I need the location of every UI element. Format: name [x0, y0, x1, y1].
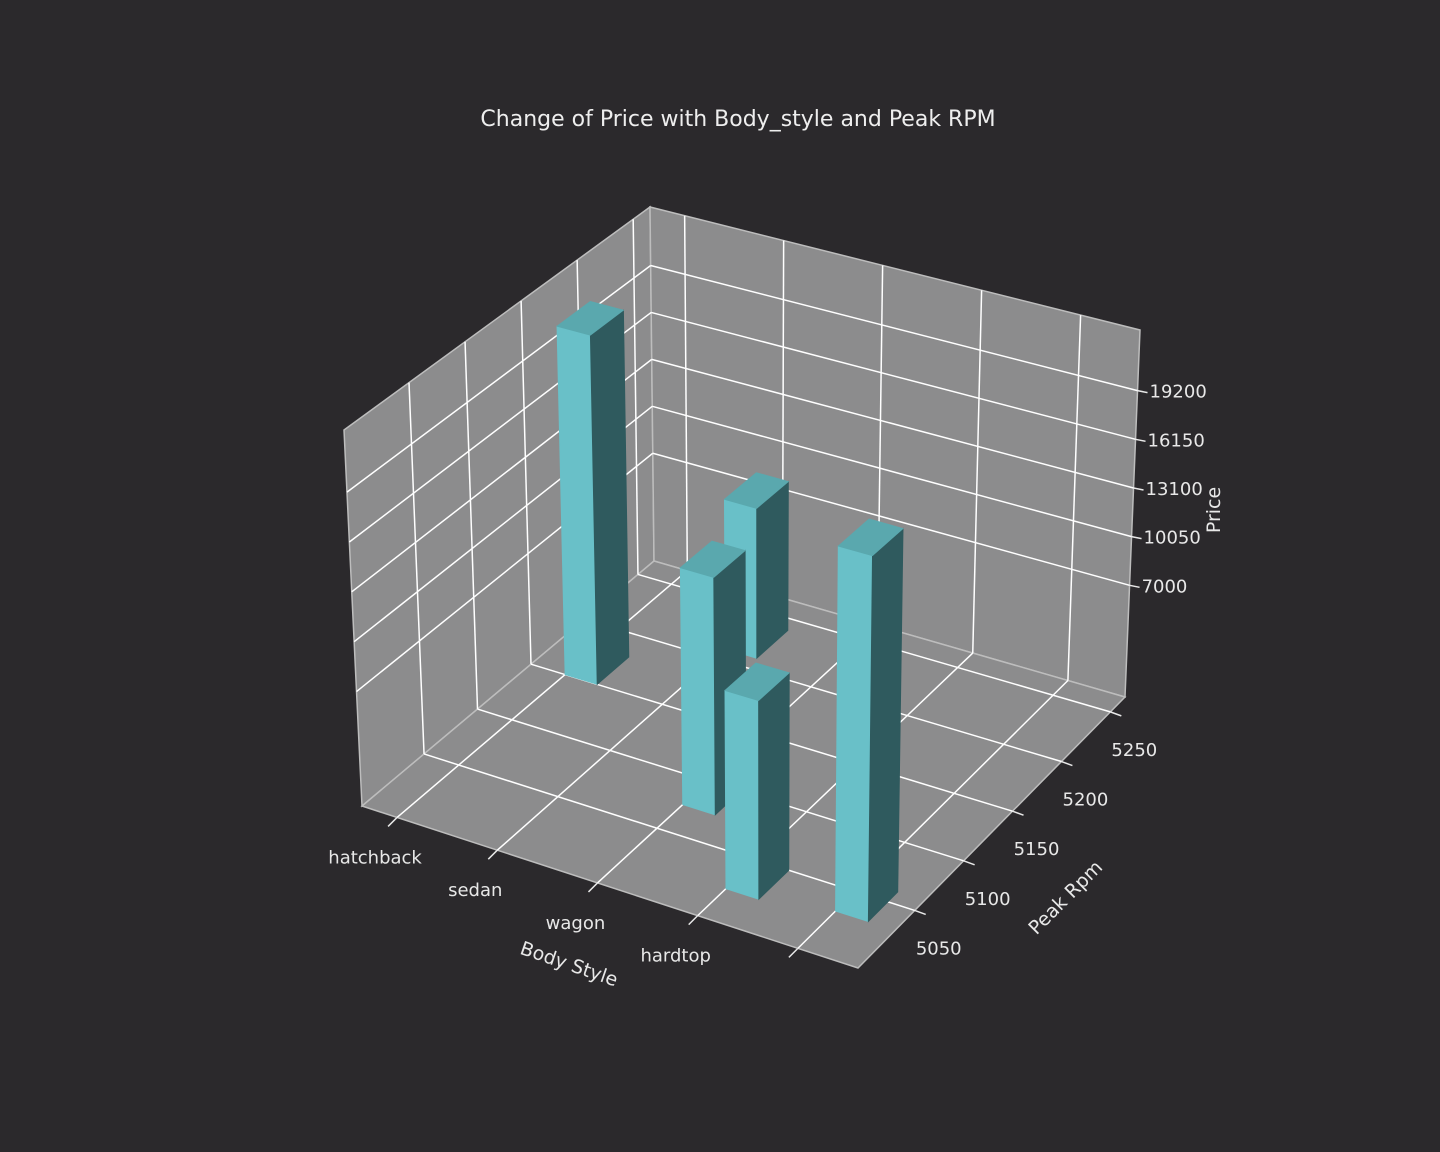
bar-front-face [679, 567, 716, 816]
bars [556, 300, 904, 923]
z-tick-mark [1129, 584, 1140, 589]
y-tick-mark [963, 860, 975, 866]
z-tick-label: 19200 [1150, 382, 1207, 403]
z-tick-label: 7000 [1142, 576, 1188, 597]
bar-front-face [835, 545, 873, 923]
z-axis-label: Price [1203, 487, 1225, 533]
bar-top-face [679, 540, 747, 578]
bar-side-face [867, 527, 904, 923]
x-tick-mark [587, 882, 599, 893]
bar-top-face [724, 662, 791, 702]
x-tick-label: hatchback [328, 847, 422, 868]
y-tick-mark [1012, 810, 1024, 816]
x-tick-mark [387, 816, 398, 827]
y-tick-mark [1061, 760, 1073, 767]
axis-ticks: hatchback sedan wagon hardtop 5050 5100 5150 52… [328, 382, 1207, 967]
bar-top-face [837, 518, 904, 557]
bar-top-face [556, 300, 625, 336]
z-tick-mark [1131, 535, 1142, 540]
x-tick-mark [788, 947, 799, 958]
bar-top-face [723, 472, 790, 509]
y-tick-mark [1110, 711, 1122, 717]
y-gridline [423, 753, 915, 912]
bar-side-face [589, 309, 630, 686]
x-tick-label: hardtop [640, 946, 710, 967]
y-gridline [584, 618, 1062, 763]
bar-side-face [758, 671, 790, 901]
y-tick-label: 5200 [1063, 790, 1109, 811]
y-tick-label: 5250 [1111, 740, 1157, 761]
z-gridline [346, 264, 652, 493]
bar-front-face [724, 689, 760, 900]
z-tick-label: 13100 [1146, 479, 1203, 500]
x-tick-label: wagon [546, 913, 606, 934]
chart-title: Change of Price with Body_style and Peak… [480, 107, 995, 132]
z-gridline [650, 264, 1138, 392]
z-tick-label: 16150 [1148, 430, 1205, 451]
x-tick-mark [487, 849, 498, 860]
z-tick-mark [1133, 487, 1144, 491]
z-tick-label: 10050 [1144, 528, 1201, 549]
z-tick-mark [1135, 438, 1146, 443]
x-gridline [396, 570, 688, 819]
x-axis-label: Body Style [517, 937, 620, 991]
y-axis-label: Peak Rpm [1024, 856, 1107, 939]
bar [835, 518, 904, 923]
y-tick-mark [914, 909, 926, 916]
x-tick-label: sedan [448, 880, 502, 901]
bar [724, 662, 791, 901]
z-tick-mark [1137, 389, 1148, 394]
bar-side-face [756, 480, 789, 660]
z-gridline [652, 405, 1132, 538]
x-tick-mark [688, 915, 699, 926]
bar [556, 300, 630, 686]
y-tick-label: 5150 [1014, 839, 1060, 860]
z-gridline [652, 452, 1130, 587]
z-gridline [651, 311, 1136, 441]
y-tick-label: 5050 [916, 938, 962, 959]
z-gridline [651, 358, 1134, 489]
y-tick-label: 5100 [965, 889, 1011, 910]
